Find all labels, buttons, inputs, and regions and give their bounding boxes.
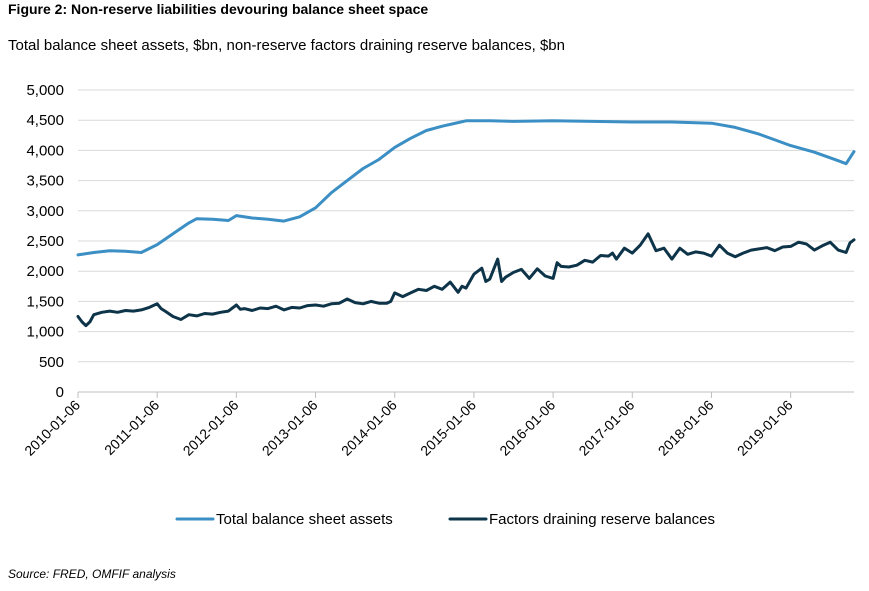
y-tick-label: 500: [39, 354, 64, 371]
x-tick-label: 2016-01-06: [496, 397, 558, 459]
series-line-factors-draining: [76, 232, 856, 328]
x-axis: 2010-01-06 2011-01-06 2012-01-06 2013-01-06…: [21, 392, 796, 459]
y-tick-label: 2,000: [26, 263, 64, 280]
x-tick-label: 2011-01-06: [101, 397, 162, 458]
chart-title: Figure 2: Non-reserve liabilities devour…: [8, 1, 429, 17]
x-tick-label: 2014-01-06: [338, 397, 400, 459]
x-tick-label: 2018-01-06: [655, 397, 717, 459]
y-tick-label: 4,000: [26, 142, 64, 159]
chart-subtitle: Total balance sheet assets, $bn, non-res…: [8, 37, 565, 54]
grid-lines: [78, 89, 854, 393]
series-line-total-assets: [76, 119, 856, 257]
x-tick-label: 2012-01-06: [180, 397, 242, 459]
legend-label-total: Total balance sheet assets: [216, 511, 393, 528]
y-axis: 0 500 1,000 1,500 2,000 2,500 3,000 3,500 4,000 4…: [26, 82, 64, 401]
y-tick-label: 2,500: [26, 233, 64, 250]
y-tick-label: 3,000: [26, 203, 64, 220]
y-tick-label: 3,500: [26, 173, 64, 190]
y-tick-label: 1,500: [26, 293, 64, 310]
x-tick-label: 2010-01-06: [21, 397, 83, 459]
y-tick-label: 0: [56, 384, 64, 401]
series-group: [76, 119, 856, 328]
x-tick-label: 2013-01-06: [259, 397, 321, 459]
y-tick-label: 4,500: [26, 112, 64, 129]
x-tick-label: 2015-01-06: [417, 397, 479, 459]
source-note: Source: FRED, OMFIF analysis: [8, 567, 176, 581]
x-tick-label: 2017-01-06: [575, 397, 637, 459]
legend-label-factors: Factors draining reserve balances: [489, 511, 715, 528]
x-tick-label: 2019-01-06: [734, 397, 796, 459]
y-tick-label: 5,000: [26, 82, 64, 99]
y-tick-label: 1,000: [26, 324, 64, 341]
legend: Total balance sheet assets Factors drain…: [175, 511, 715, 528]
